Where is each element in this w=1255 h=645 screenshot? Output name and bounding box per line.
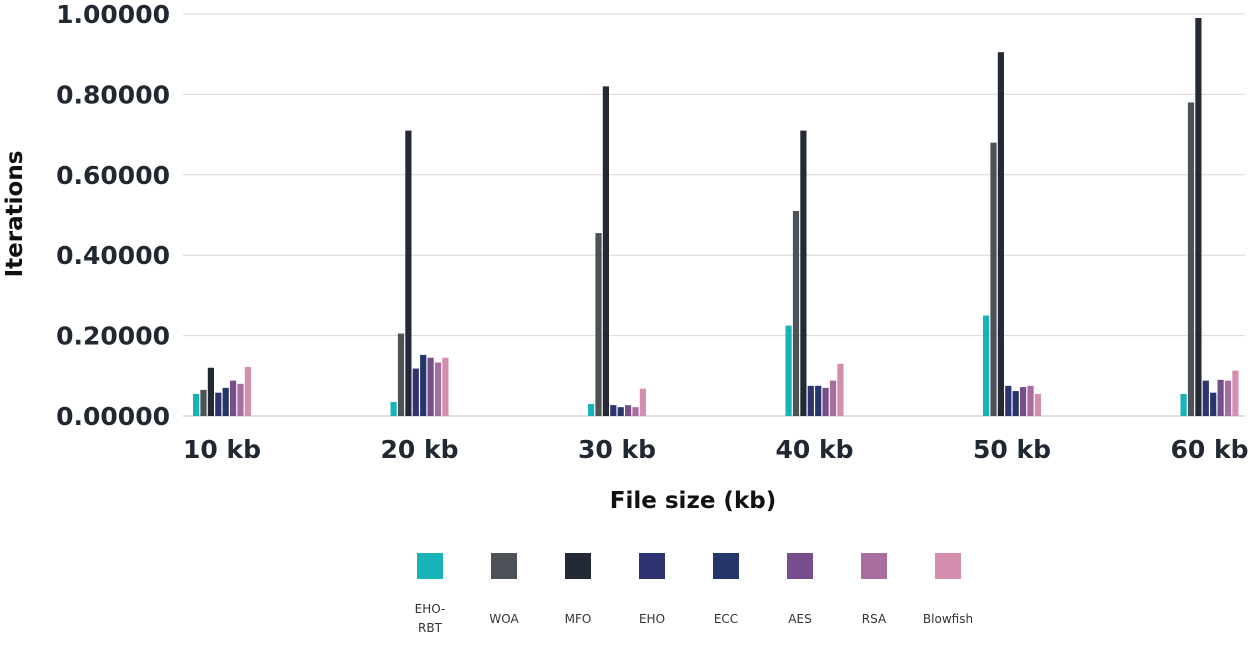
bar-ecc [1210, 392, 1217, 416]
y-tick-label: 1.00000 [56, 0, 170, 29]
legend-label: EHO-RBT [415, 602, 446, 635]
bar-woa [792, 210, 800, 416]
bar-mfo [997, 52, 1004, 416]
bar-aes [1020, 387, 1027, 416]
x-tick-label: 40 kb [775, 435, 853, 464]
legend-swatch [565, 553, 591, 579]
bar-blowfish [442, 357, 449, 416]
legend-label: Blowfish [923, 612, 973, 626]
bar-ecc [1012, 391, 1019, 416]
y-axis-title: Iterations [2, 151, 28, 278]
legend-swatch [713, 553, 739, 579]
legend: EHO-RBT WOA MFO EHO ECC AES RSA Blowfish [415, 553, 973, 635]
bar-rsa [1224, 380, 1232, 416]
bar-rsa [829, 380, 837, 416]
bar-woa [397, 333, 405, 416]
bar-mfo [405, 130, 412, 416]
x-tick-label: 60 kb [1170, 435, 1248, 464]
bar-eho-rbt [1180, 393, 1187, 416]
legend-swatch [417, 553, 443, 579]
bars [193, 18, 1239, 417]
bar-eho [215, 392, 222, 416]
x-tick-label: 20 kb [380, 435, 458, 464]
bar-woa [200, 389, 207, 416]
legend-label: RSA [862, 612, 887, 626]
bar-eho-rbt [588, 403, 595, 416]
legend-label: EHO [639, 612, 665, 626]
x-axis-ticks: 10 kb 20 kb 30 kb 40 kb 50 kb 60 kb [183, 435, 1249, 464]
bar-aes [427, 357, 434, 416]
legend-swatch [861, 553, 887, 579]
y-tick-label: 0.80000 [56, 80, 170, 109]
bar-eho [807, 385, 814, 416]
bar-blowfish [1232, 370, 1239, 416]
bar-rsa [434, 362, 442, 416]
legend-swatch [935, 553, 961, 579]
bar-rsa [632, 407, 639, 416]
bar-blowfish [837, 363, 844, 416]
legend-swatch [639, 553, 665, 579]
legend-label: AES [788, 612, 811, 626]
y-tick-label: 0.20000 [56, 322, 170, 351]
bar-mfo [207, 367, 214, 416]
bar-mfo [1195, 18, 1202, 417]
bar-blowfish [1034, 393, 1041, 416]
bar-ecc [222, 387, 229, 416]
legend-label: ECC [714, 612, 738, 626]
bar-mfo [800, 130, 807, 416]
legend-label: WOA [489, 612, 519, 626]
bar-woa [1187, 102, 1195, 416]
x-axis-title: File size (kb) [610, 488, 776, 514]
bar-blowfish [639, 388, 646, 416]
bar-eho-rbt [983, 315, 990, 416]
bar-rsa [1027, 385, 1034, 416]
y-tick-label: 0.40000 [56, 241, 170, 270]
bar-woa [990, 142, 997, 416]
bar-eho-rbt [193, 393, 200, 416]
bar-aes [1217, 379, 1224, 416]
bar-eho [412, 368, 419, 416]
bar-eho [1005, 385, 1012, 416]
legend-label: MFO [565, 612, 592, 626]
y-tick-label: 0.60000 [56, 161, 170, 190]
bar-eho-rbt [785, 325, 792, 416]
bar-aes [625, 405, 632, 416]
y-tick-label: 0.00000 [56, 402, 170, 431]
legend-swatch [787, 553, 813, 579]
x-tick-label: 10 kb [183, 435, 261, 464]
bar-rsa [237, 383, 244, 416]
bar-woa [595, 233, 602, 416]
bar-eho-rbt [390, 401, 397, 416]
bar-aes [230, 380, 237, 416]
x-tick-label: 30 kb [578, 435, 656, 464]
bar-ecc [420, 354, 427, 416]
x-tick-label: 50 kb [973, 435, 1051, 464]
legend-swatch [491, 553, 517, 579]
gridlines [183, 13, 1245, 417]
bar-eho [610, 405, 617, 416]
bar-ecc [617, 407, 624, 416]
bar-mfo [602, 86, 609, 417]
bar-aes [822, 387, 829, 416]
bar-eho [1202, 380, 1209, 416]
y-axis-ticks: 0.00000 0.20000 0.40000 0.60000 0.80000 1.000… [56, 0, 170, 431]
bar-ecc [815, 385, 822, 416]
bar-blowfish [244, 366, 251, 416]
